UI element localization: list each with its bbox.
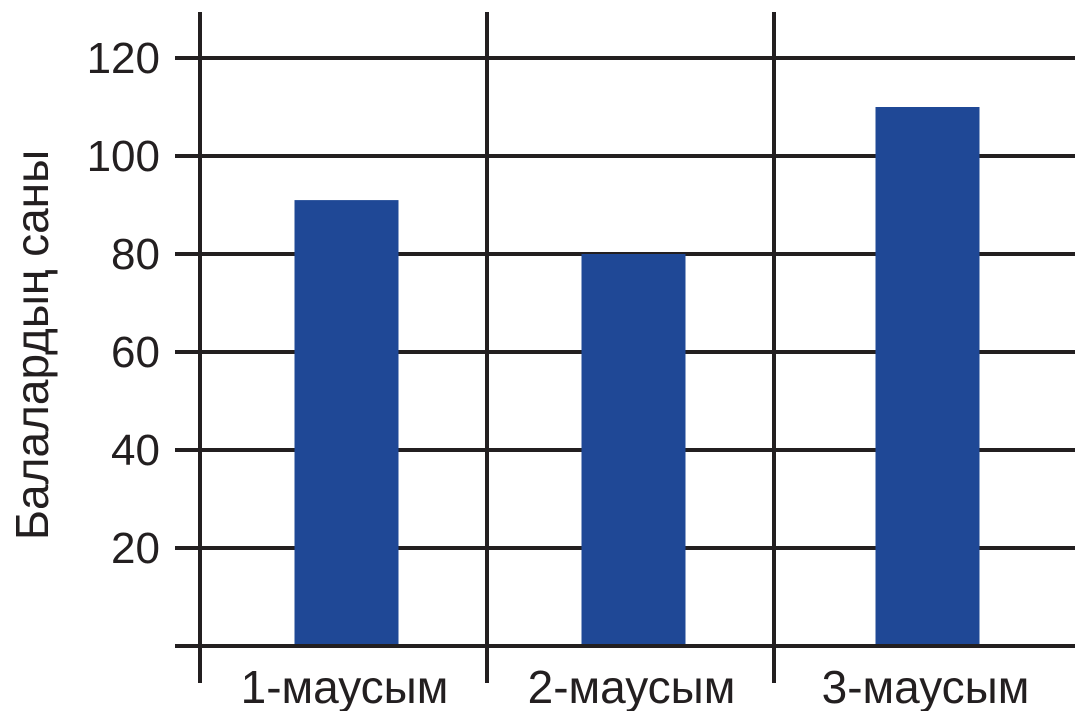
label-layer: 20 40 60 80 100 120 1-маусым 2-маусым 3-маусым [87, 34, 1030, 711]
y-tick-label: 40 [111, 426, 160, 475]
axis-layer [175, 12, 1075, 683]
x-category-label: 2-маусым [528, 661, 736, 711]
bar-layer [294, 107, 980, 646]
y-tick-label: 120 [87, 34, 160, 83]
bar-3 [875, 107, 980, 646]
y-tick-label: 60 [111, 328, 160, 377]
y-axis-title: Балалардың саны [6, 150, 58, 540]
x-category-label: 1-маусым [241, 661, 449, 711]
y-tick-label: 100 [87, 132, 160, 181]
y-tick-label: 80 [111, 230, 160, 279]
y-tick-label: 20 [111, 524, 160, 573]
bar-1 [294, 200, 399, 646]
x-category-label: 3-маусым [822, 661, 1030, 711]
bar-2 [581, 254, 686, 646]
